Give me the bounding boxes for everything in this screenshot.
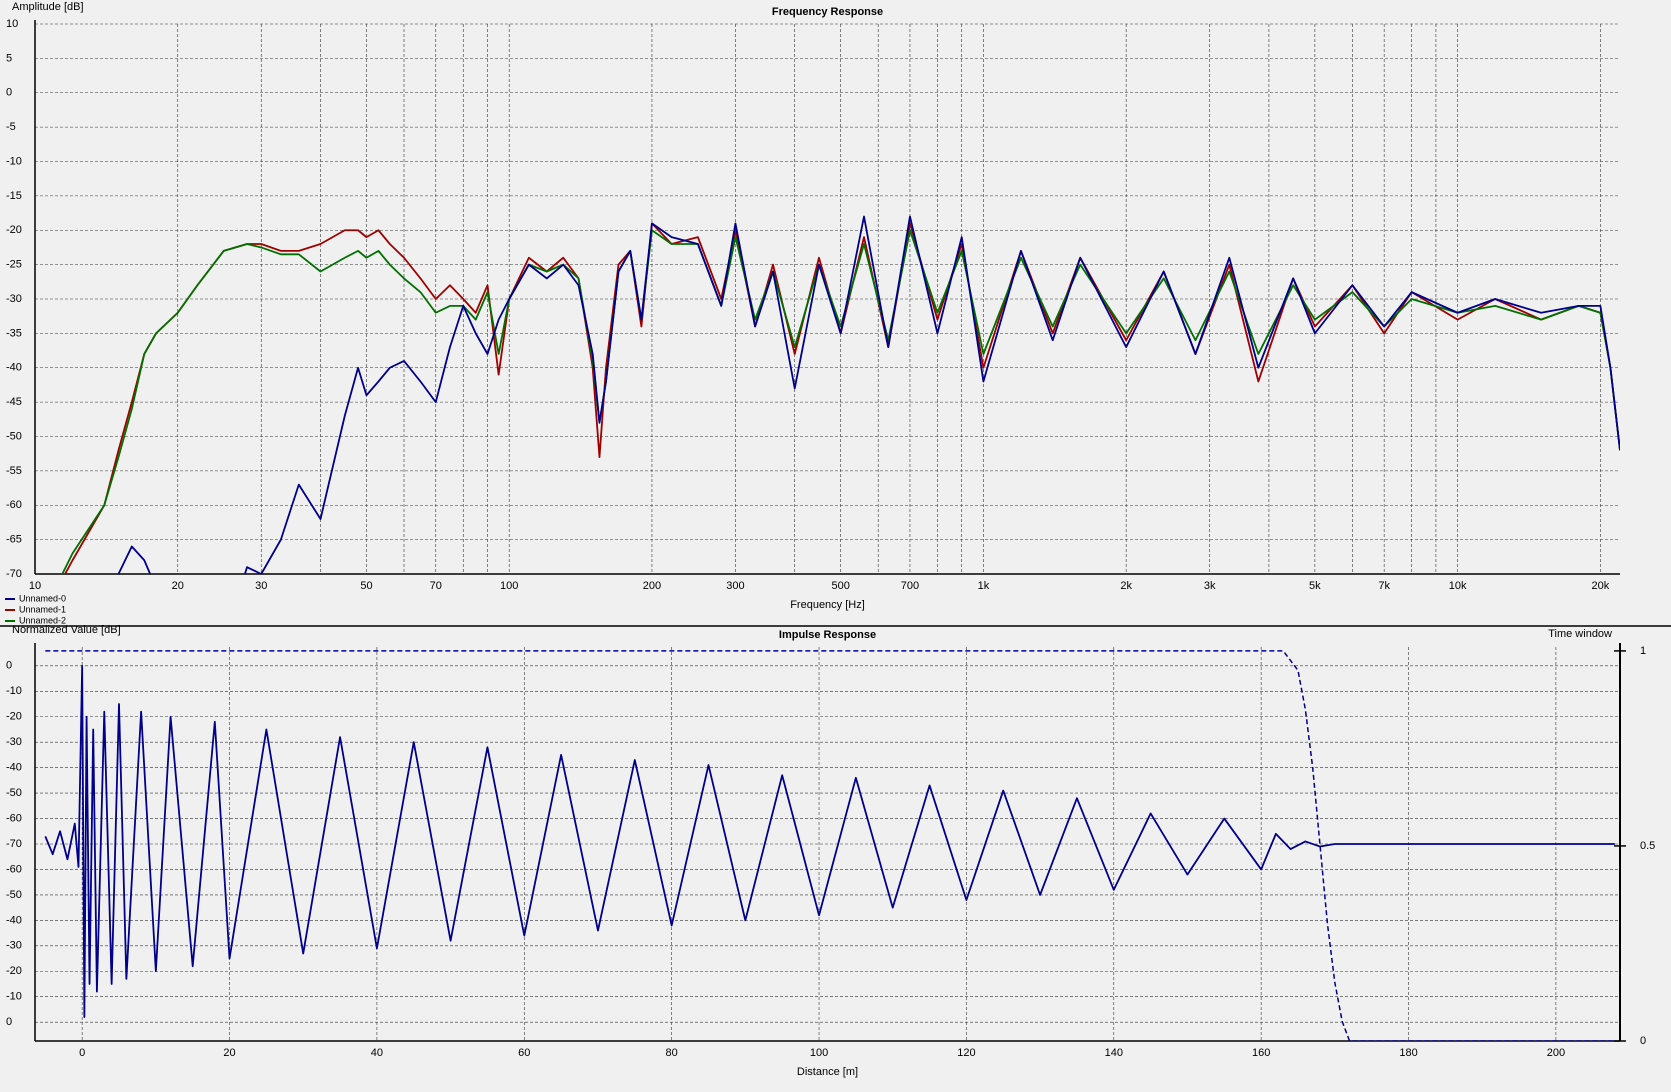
x-tick-label: 200	[643, 580, 661, 592]
y-axis-label: Normalized Value [dB]	[12, 624, 121, 636]
y-tick-label: -10	[6, 991, 22, 1003]
x-tick-label: 3k	[1204, 580, 1216, 592]
x-tick-label: 140	[1105, 1047, 1123, 1059]
y-tick-label: -25	[6, 259, 22, 271]
y-tick-label: -5	[6, 121, 16, 133]
x-tick-label: 50	[360, 580, 372, 592]
y-tick-label: 0	[6, 1016, 12, 1028]
x-tick-label: 20	[223, 1047, 235, 1059]
y-tick-label: 10	[6, 18, 18, 30]
y-tick-label: -70	[6, 838, 22, 850]
y-tick-label: -55	[6, 465, 22, 477]
x-axis-label: Distance [m]	[797, 1066, 858, 1078]
y-tick-label: -60	[6, 812, 22, 824]
x-tick-label: 180	[1399, 1047, 1417, 1059]
y-tick-label: -45	[6, 396, 22, 408]
series-line	[117, 215, 1620, 574]
y-tick-label: -30	[6, 736, 22, 748]
y-tick-label: -20	[6, 965, 22, 977]
y-tick-label: 0	[6, 87, 12, 99]
y-tick-label: -40	[6, 914, 22, 926]
y-tick-label: -20	[6, 711, 22, 723]
x-tick-label: 70	[430, 580, 442, 592]
y-tick-label: -40	[6, 362, 22, 374]
x-tick-label: 120	[957, 1047, 975, 1059]
x-tick-label: 30	[255, 580, 267, 592]
y-tick-label: -30	[6, 940, 22, 952]
y-tick-label: 0	[6, 660, 12, 672]
x-axis-label: Frequency [Hz]	[790, 599, 865, 611]
x-tick-label: 1k	[978, 580, 990, 592]
y-tick-label: 5	[6, 52, 12, 64]
y-tick-label: -15	[6, 190, 22, 202]
x-tick-label: 40	[371, 1047, 383, 1059]
x-tick-label: 200	[1547, 1047, 1565, 1059]
y2-axis-label: Time window	[1548, 628, 1612, 640]
legend-label: Unnamed-2	[19, 615, 66, 625]
y-axis-label: Amplitude [dB]	[12, 1, 84, 13]
y-tick-label: -30	[6, 293, 22, 305]
x-tick-label: 300	[726, 580, 744, 592]
chart-title: Frequency Response	[772, 6, 883, 18]
chart-title: Impulse Response	[779, 629, 876, 641]
y-tick-label: -40	[6, 762, 22, 774]
x-tick-label: 0	[79, 1047, 85, 1059]
x-tick-label: 60	[518, 1047, 530, 1059]
y-tick-label: -50	[6, 787, 22, 799]
y-tick-label: -60	[6, 499, 22, 511]
y-tick-label: -20	[6, 224, 22, 236]
legend-label: Unnamed-1	[19, 604, 66, 614]
y-tick-label: -35	[6, 327, 22, 339]
y-tick-label: -10	[6, 685, 22, 697]
x-tick-label: 7k	[1378, 580, 1390, 592]
x-tick-label: 10k	[1449, 580, 1467, 592]
x-tick-label: 80	[666, 1047, 678, 1059]
x-tick-label: 5k	[1309, 580, 1321, 592]
x-tick-label: 2k	[1120, 580, 1132, 592]
x-tick-label: 100	[500, 580, 518, 592]
x-tick-label: 20	[172, 580, 184, 592]
y2-tick-label: 0	[1640, 1035, 1646, 1047]
x-tick-label: 500	[831, 580, 849, 592]
y-tick-label: -65	[6, 534, 22, 546]
series-line	[44, 664, 1615, 1018]
y2-tick-label: 0.5	[1640, 840, 1655, 852]
y-tick-label: -50	[6, 430, 22, 442]
x-tick-label: 160	[1252, 1047, 1270, 1059]
x-tick-label: 20k	[1591, 580, 1609, 592]
x-tick-label: 10	[29, 580, 41, 592]
legend-label: Unnamed-0	[19, 593, 66, 603]
y2-tick-label: 1	[1640, 645, 1646, 657]
y-tick-label: -10	[6, 155, 22, 167]
y-tick-label: -50	[6, 889, 22, 901]
y-tick-label: -60	[6, 863, 22, 875]
x-tick-label: 100	[810, 1047, 828, 1059]
y-tick-label: -70	[6, 568, 22, 580]
x-tick-label: 700	[901, 580, 919, 592]
